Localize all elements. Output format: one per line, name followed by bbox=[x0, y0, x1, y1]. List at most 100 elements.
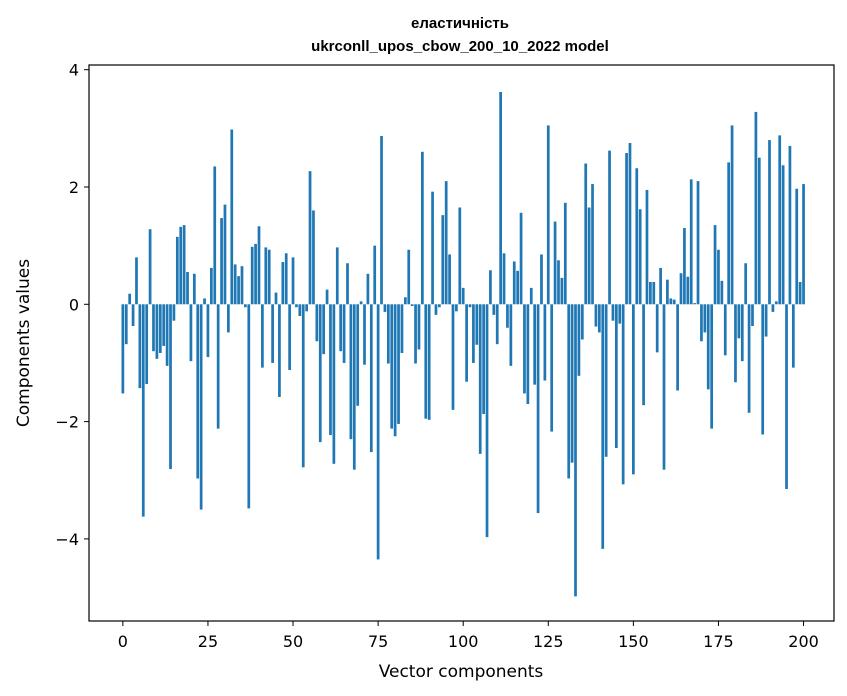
bar bbox=[162, 304, 166, 346]
bar bbox=[131, 304, 135, 326]
bar bbox=[764, 304, 768, 337]
x-axis-ticks: 0 25 50 75 100 125 150 175 200 bbox=[118, 621, 819, 651]
bar bbox=[669, 298, 673, 305]
bar bbox=[186, 272, 189, 305]
bar bbox=[213, 166, 217, 305]
bar bbox=[216, 304, 220, 429]
y-tick-label: −4 bbox=[55, 530, 79, 549]
bar bbox=[761, 304, 765, 435]
bar bbox=[519, 212, 523, 305]
bar bbox=[499, 91, 502, 305]
bar bbox=[475, 304, 479, 345]
bar bbox=[189, 304, 193, 362]
bar bbox=[570, 304, 574, 463]
bar bbox=[492, 304, 496, 315]
bar bbox=[397, 304, 400, 424]
bar bbox=[383, 304, 387, 312]
bar bbox=[601, 304, 605, 549]
bar bbox=[540, 254, 543, 305]
bar bbox=[288, 304, 291, 370]
bar bbox=[632, 304, 635, 475]
bar bbox=[774, 301, 778, 305]
bar bbox=[264, 247, 268, 305]
bar bbox=[179, 226, 183, 305]
bar bbox=[206, 304, 210, 358]
y-tick-label: 0 bbox=[69, 295, 79, 314]
bar bbox=[785, 304, 788, 490]
bar bbox=[441, 215, 445, 305]
bar bbox=[376, 304, 380, 560]
bar bbox=[141, 304, 145, 517]
bar bbox=[523, 304, 526, 394]
bar bbox=[169, 304, 172, 470]
bar bbox=[751, 304, 754, 326]
bar bbox=[152, 304, 155, 352]
bar bbox=[652, 282, 656, 305]
bar bbox=[431, 191, 434, 305]
x-tick-label: 125 bbox=[533, 632, 564, 651]
bar bbox=[455, 304, 458, 312]
bar bbox=[495, 304, 499, 345]
bar bbox=[359, 301, 363, 305]
bar bbox=[587, 207, 591, 305]
bar bbox=[373, 245, 377, 305]
bar bbox=[723, 304, 727, 356]
bar bbox=[281, 262, 285, 305]
bar bbox=[509, 304, 513, 366]
x-tick-label: 100 bbox=[448, 632, 479, 651]
bar bbox=[192, 273, 196, 305]
x-tick-label: 0 bbox=[118, 632, 128, 651]
bar bbox=[325, 289, 329, 305]
bar bbox=[512, 261, 516, 305]
bar bbox=[611, 304, 615, 321]
bar bbox=[781, 165, 785, 305]
bar bbox=[427, 304, 431, 420]
bar bbox=[461, 287, 465, 305]
bar bbox=[267, 249, 271, 305]
bar bbox=[771, 304, 775, 312]
x-axis-label: Vector components bbox=[379, 662, 544, 682]
bar bbox=[672, 299, 676, 305]
bar bbox=[352, 304, 356, 470]
bar bbox=[363, 304, 366, 365]
y-tick-label: 4 bbox=[69, 61, 79, 80]
bar bbox=[356, 304, 360, 406]
bar bbox=[233, 264, 237, 305]
bar bbox=[250, 246, 254, 305]
bar bbox=[410, 304, 414, 307]
bar bbox=[291, 257, 295, 305]
x-tick-label: 75 bbox=[368, 632, 388, 651]
bar bbox=[315, 304, 319, 342]
bar bbox=[502, 253, 506, 305]
x-tick-label: 150 bbox=[618, 632, 649, 651]
bar bbox=[478, 304, 482, 454]
bar bbox=[451, 304, 455, 410]
y-axis-label: Components values bbox=[14, 259, 34, 427]
bar bbox=[550, 304, 554, 432]
bar bbox=[557, 260, 560, 305]
bar bbox=[560, 277, 564, 305]
bar bbox=[574, 304, 577, 597]
bar bbox=[516, 270, 520, 305]
bar bbox=[706, 304, 710, 390]
bar bbox=[645, 189, 649, 305]
bar bbox=[254, 243, 257, 305]
bar bbox=[485, 304, 489, 538]
bar bbox=[417, 304, 421, 350]
bar bbox=[642, 304, 645, 406]
bar bbox=[390, 304, 394, 429]
bar bbox=[720, 280, 724, 305]
bar bbox=[526, 304, 530, 404]
bar bbox=[346, 263, 349, 305]
bar bbox=[135, 257, 138, 305]
bar bbox=[434, 304, 438, 315]
bar bbox=[237, 276, 240, 305]
bar bbox=[529, 287, 533, 305]
bar bbox=[734, 304, 737, 383]
bar bbox=[386, 304, 390, 364]
bar bbox=[791, 304, 795, 368]
bar bbox=[244, 304, 247, 308]
bar bbox=[594, 304, 598, 327]
